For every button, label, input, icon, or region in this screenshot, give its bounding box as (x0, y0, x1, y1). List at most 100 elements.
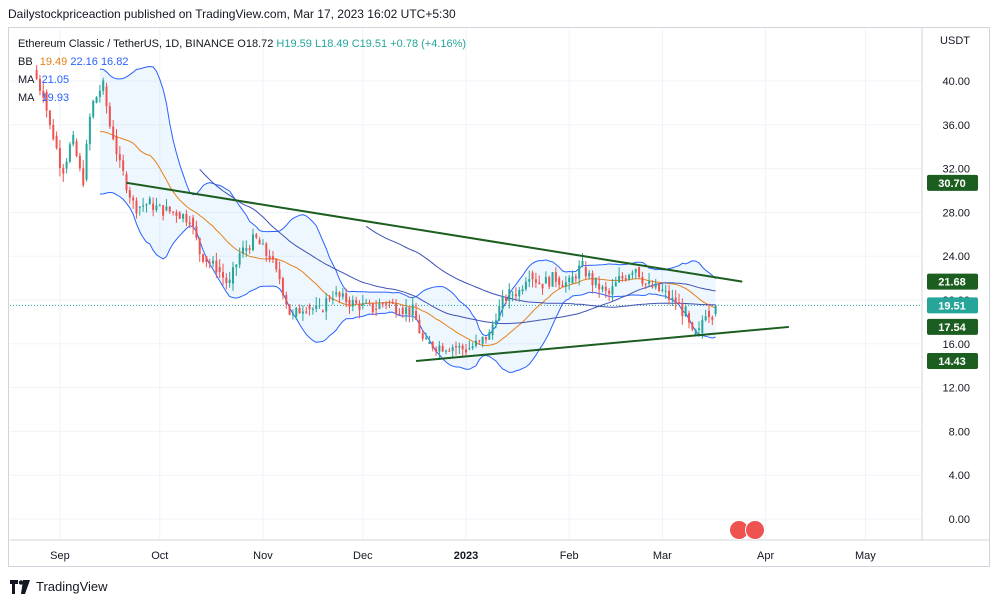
legend-ma1-row[interactable]: MA 21.05 (18, 71, 466, 89)
candle-body (318, 305, 321, 307)
footer-brand[interactable]: TradingView (10, 579, 108, 594)
candle-body (385, 303, 388, 305)
legend-bb-row[interactable]: BB 19.49 22.16 16.82 (18, 53, 466, 71)
time-tick-label: May (855, 550, 876, 562)
candle-body (348, 300, 351, 307)
candle-body (158, 205, 161, 207)
price-label-box (927, 318, 978, 335)
candle-body (85, 143, 88, 180)
candle-body (235, 264, 238, 268)
candle-body (461, 345, 464, 350)
candle-body (218, 267, 221, 273)
candle-body (405, 307, 408, 315)
candle-body (435, 348, 438, 352)
event-flag-icon[interactable] (745, 520, 765, 540)
price-label-text: 17.54 (938, 322, 966, 334)
candle-body (255, 234, 258, 238)
candle-body (315, 305, 318, 309)
legend-symbol-row: Ethereum Classic / TetherUS, 1D, BINANCE… (18, 35, 466, 53)
candle-body (658, 283, 661, 291)
price-label-box (927, 273, 978, 290)
publisher-header: Dailystockpriceaction published on Tradi… (8, 7, 456, 21)
candle-body (701, 320, 704, 333)
candle-body (375, 308, 378, 310)
price-tick-label: 16.00 (942, 339, 970, 351)
candle-body (408, 307, 411, 315)
chart-grid (10, 28, 922, 540)
candle-body (634, 269, 637, 273)
price-label-text: 14.43 (938, 356, 966, 368)
currency-label: USDT (940, 35, 970, 47)
candle-body (172, 211, 175, 213)
candle-body (425, 337, 428, 339)
candle-body (411, 304, 414, 315)
candles (35, 65, 717, 360)
ma-line (365, 225, 716, 308)
candle-body (148, 198, 151, 205)
price-tick-label: 12.00 (942, 383, 970, 395)
ohlc-low: L18.49 (314, 38, 349, 50)
candle-body (355, 300, 358, 304)
candle-body (185, 214, 188, 223)
price-tick-label: 36.00 (942, 120, 970, 132)
time-tick-label: Apr (757, 550, 774, 562)
price-tick-label: 28.00 (942, 207, 970, 219)
candle-body (222, 272, 225, 278)
candle-body (275, 259, 278, 270)
candle-body (398, 313, 401, 315)
candle-body (484, 336, 487, 340)
candle-body (714, 305, 717, 315)
candle-body (518, 290, 521, 297)
legend-ma2-row[interactable]: MA 19.93 (18, 89, 466, 107)
candle-body (251, 234, 254, 251)
candle-body (228, 279, 231, 284)
candle-body (132, 197, 135, 201)
candle-body (538, 282, 541, 284)
price-tick-label: 0.00 (949, 514, 970, 526)
candle-body (78, 155, 81, 169)
bb-upper-line (99, 65, 716, 337)
candle-body (568, 277, 571, 283)
price-tick-label: 32.00 (942, 164, 970, 176)
candle-body (465, 349, 467, 353)
candle-body (338, 292, 341, 297)
candle-body (122, 160, 125, 171)
candle-body (684, 306, 687, 317)
candle-body (351, 300, 354, 307)
candle-body (188, 222, 191, 225)
candle-body (328, 298, 331, 300)
candle-body (361, 303, 364, 306)
chart-frame[interactable] (8, 27, 990, 567)
candle-body (691, 322, 694, 330)
candle-body (311, 308, 314, 310)
candle-body (241, 247, 244, 254)
candle-body (331, 299, 334, 301)
candle-body (428, 342, 431, 344)
price-label-text: 30.70 (938, 178, 966, 190)
candle-body (544, 277, 547, 284)
candle-body (65, 161, 68, 169)
trendlines (126, 181, 789, 362)
price-label-box (927, 352, 978, 369)
candle-body (288, 304, 291, 315)
candle-body (458, 345, 461, 348)
ohlc-change: +0.78 (+4.16%) (390, 38, 467, 50)
candle-body (92, 100, 95, 117)
candle-body (308, 305, 311, 310)
candle-body (641, 276, 644, 284)
candle-body (301, 311, 304, 314)
candle-body (415, 310, 418, 320)
candle-body (112, 126, 115, 140)
candle-body (528, 279, 531, 282)
candle-body (618, 275, 621, 283)
candle-body (707, 310, 710, 318)
candle-body (165, 206, 168, 211)
candle-body (521, 289, 524, 292)
currency-label: USDT (940, 35, 970, 47)
candle-body (448, 350, 451, 352)
price-label-text: 19.51 (938, 300, 966, 312)
candle-body (175, 212, 178, 216)
candle-body (574, 276, 577, 279)
candle-body (298, 307, 301, 314)
